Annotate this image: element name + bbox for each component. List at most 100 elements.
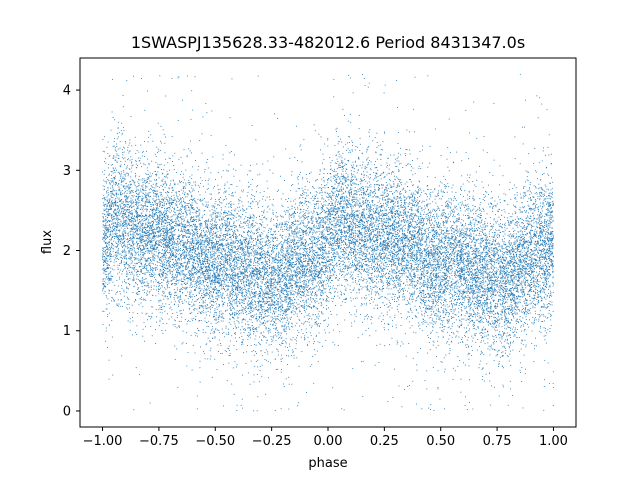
- data-point: [142, 273, 143, 274]
- data-point: [528, 266, 529, 267]
- data-point: [340, 236, 341, 237]
- data-point: [488, 185, 489, 186]
- data-point: [501, 268, 502, 269]
- data-point: [549, 227, 550, 228]
- data-point: [395, 286, 396, 287]
- data-point: [531, 238, 532, 239]
- data-point: [165, 289, 166, 290]
- data-point: [220, 189, 221, 190]
- data-point: [307, 337, 308, 338]
- data-point: [520, 372, 521, 373]
- data-point: [149, 244, 150, 245]
- data-point: [537, 303, 538, 304]
- data-point: [258, 247, 259, 248]
- data-point: [371, 209, 372, 210]
- data-point: [471, 234, 472, 235]
- data-point: [330, 238, 331, 239]
- data-point: [394, 231, 395, 232]
- data-point: [134, 205, 135, 206]
- data-point: [424, 206, 425, 207]
- data-point: [508, 313, 509, 314]
- data-point: [198, 245, 199, 246]
- data-point: [540, 296, 541, 297]
- data-point: [483, 281, 484, 282]
- data-point: [281, 224, 282, 225]
- data-point: [146, 240, 147, 241]
- data-point: [221, 288, 222, 289]
- data-point: [140, 241, 141, 242]
- data-point: [196, 211, 197, 212]
- data-point: [426, 249, 427, 250]
- data-point: [486, 319, 487, 320]
- data-point: [152, 190, 153, 191]
- data-point: [473, 102, 474, 103]
- data-point: [266, 281, 267, 282]
- data-point: [212, 261, 213, 262]
- data-point: [152, 271, 153, 272]
- data-point: [476, 333, 477, 334]
- data-point: [262, 199, 263, 200]
- data-point: [469, 224, 470, 225]
- data-point: [172, 265, 173, 266]
- data-point: [446, 223, 447, 224]
- data-point: [260, 242, 261, 243]
- data-point: [547, 274, 548, 275]
- data-point: [425, 297, 426, 298]
- data-point: [221, 250, 222, 251]
- data-point: [499, 280, 500, 281]
- data-point: [469, 353, 470, 354]
- data-point: [195, 219, 196, 220]
- data-point: [388, 282, 389, 283]
- data-point: [144, 156, 145, 157]
- data-point: [113, 173, 114, 174]
- data-point: [377, 231, 378, 232]
- data-point: [352, 210, 353, 211]
- data-point: [441, 361, 442, 362]
- data-point: [361, 206, 362, 207]
- data-point: [107, 347, 108, 348]
- data-point: [377, 142, 378, 143]
- data-point: [174, 241, 175, 242]
- data-point: [300, 265, 301, 266]
- data-point: [212, 289, 213, 290]
- data-point: [531, 239, 532, 240]
- data-point: [381, 221, 382, 222]
- data-point: [331, 201, 332, 202]
- data-point: [474, 226, 475, 227]
- data-point: [451, 273, 452, 274]
- data-point: [118, 239, 119, 240]
- data-point: [131, 184, 132, 185]
- data-point: [506, 251, 507, 252]
- data-point: [131, 171, 132, 172]
- data-point: [278, 308, 279, 309]
- data-point: [394, 203, 395, 204]
- data-point: [182, 287, 183, 288]
- data-point: [456, 233, 457, 234]
- data-point: [365, 228, 366, 229]
- data-point: [348, 185, 349, 186]
- data-point: [303, 287, 304, 288]
- data-point: [440, 234, 441, 235]
- data-point: [477, 350, 478, 351]
- data-point: [278, 279, 279, 280]
- data-point: [239, 225, 240, 226]
- data-point: [187, 262, 188, 263]
- data-point: [311, 273, 312, 274]
- data-point: [124, 220, 125, 221]
- data-point: [253, 246, 254, 247]
- data-point: [430, 280, 431, 281]
- data-point: [371, 292, 372, 293]
- data-point: [543, 316, 544, 317]
- data-point: [332, 280, 333, 281]
- data-point: [398, 311, 399, 312]
- data-point: [415, 245, 416, 246]
- data-point: [231, 384, 232, 385]
- data-point: [353, 272, 354, 273]
- data-point: [395, 222, 396, 223]
- data-point: [264, 303, 265, 304]
- data-point: [191, 312, 192, 313]
- data-point: [333, 96, 334, 97]
- data-point: [205, 302, 206, 303]
- data-point: [357, 203, 358, 204]
- data-point: [357, 239, 358, 240]
